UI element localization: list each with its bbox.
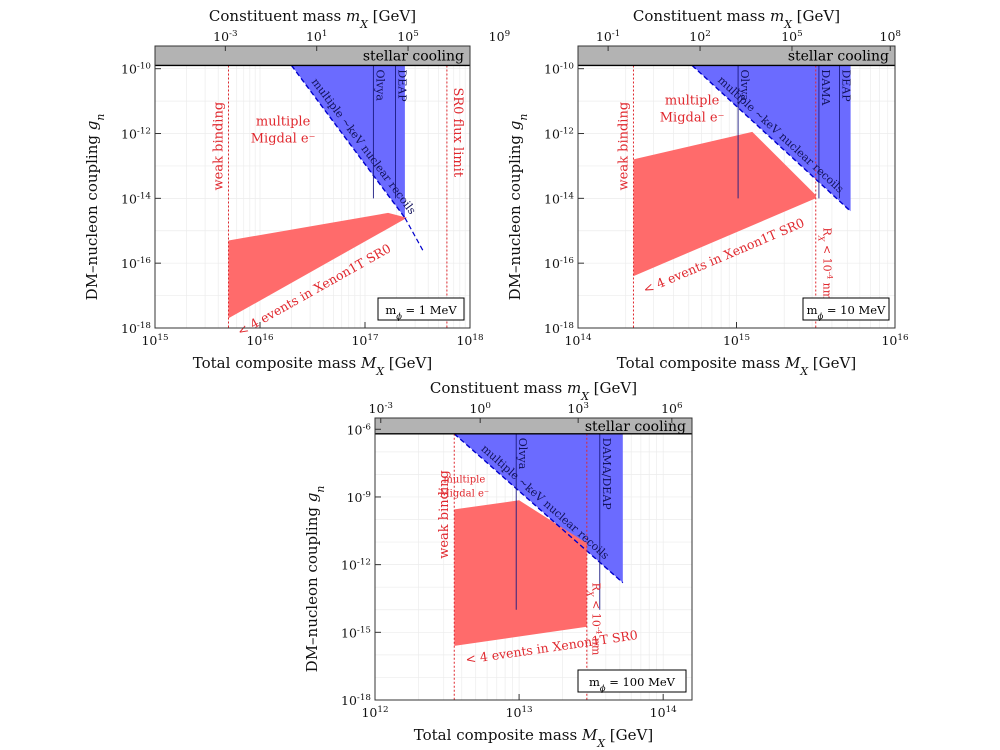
y-axis-title: DM–nucleon coupling gn: [506, 114, 530, 301]
x-tick-label: 1012: [361, 705, 388, 720]
y-tick-label: 10-12: [121, 127, 151, 142]
x-axis-title: Total composite mass MX [GeV]: [617, 354, 856, 378]
stellar-cooling-band: [155, 46, 470, 66]
weak-binding-label: weak binding: [437, 470, 452, 559]
xenon1t-excluded-region: [228, 212, 407, 319]
y-tick-label: 10-16: [121, 256, 151, 271]
top-tick-label: 10-1: [596, 29, 620, 44]
x-tick-label: 1016: [246, 333, 273, 348]
experiment-label: DEAP: [840, 69, 853, 102]
xenon1t-excluded-region: [454, 500, 587, 646]
migdal-label: multiple: [665, 93, 720, 108]
y-tick-label: 10-18: [544, 321, 574, 336]
plot-frame: [154, 45, 471, 329]
x-tick-label: 1014: [650, 705, 677, 720]
mphi-label: mϕ = 100 MeV: [589, 675, 676, 693]
y-axis-title: DM–nucleon coupling gn: [303, 486, 327, 673]
x-tick-label: 1017: [351, 333, 378, 348]
stellar-cooling-band: [578, 46, 895, 66]
radius-label: RX < 10-4 nm: [586, 583, 604, 656]
migdal-label: Migdal e⁻: [439, 488, 489, 499]
y-tick-label: 10-15: [341, 625, 371, 640]
plot-frame: [374, 417, 693, 701]
x-tick-label: 1015: [723, 333, 750, 348]
flux-limit-label: SR0 flux limit: [450, 87, 465, 177]
mphi-box: [577, 669, 687, 693]
top-tick-label: 10-3: [369, 401, 393, 416]
x-axis-title: Total composite mass MX [GeV]: [414, 726, 653, 750]
top-tick-label: 100: [469, 401, 490, 416]
mphi-label: mϕ = 1 MeV: [385, 303, 457, 321]
y-tick-label: 10-14: [121, 191, 151, 206]
y-tick-label: 10-10: [544, 62, 574, 77]
y-tick-label: 10-16: [544, 256, 574, 271]
top-axis-title: Constituent mass mX [GeV]: [430, 379, 637, 403]
y-tick-label: 10-12: [341, 558, 371, 573]
nuclear-recoil-excluded-region: [291, 65, 405, 218]
x-tick-label: 1014: [564, 333, 591, 348]
top-tick-label: 105: [781, 29, 802, 44]
weak-binding-label: weak binding: [212, 102, 227, 191]
y-tick-label: 10-18: [341, 693, 371, 708]
top-tick-label: 101: [306, 29, 327, 44]
mphi-box: [802, 297, 890, 321]
y-axis-title: DM–nucleon coupling gn: [83, 114, 107, 301]
top-tick-label: 105: [397, 29, 418, 44]
stellar-cooling-label: stellar cooling: [788, 49, 889, 65]
stellar-cooling-label: stellar cooling: [585, 419, 686, 435]
migdal-label: multiple: [443, 474, 485, 485]
x-tick-label: 1018: [456, 333, 483, 348]
migdal-label: Migdal e⁻: [660, 110, 725, 125]
x-tick-label: 1016: [881, 333, 908, 348]
experiment-label: DAMA/DEAP: [600, 438, 613, 510]
experiment-label: DEAP: [395, 69, 408, 102]
top-axis-title: Constituent mass mX [GeV]: [209, 7, 416, 31]
migdal-label: multiple: [256, 114, 311, 129]
migdal-label: Migdal e⁻: [251, 131, 316, 146]
mphi-label: mϕ = 10 MeV: [807, 303, 886, 321]
top-tick-label: 106: [661, 401, 683, 416]
experiment-label: Olvya: [516, 438, 529, 470]
grid: [155, 65, 470, 329]
experiment-label: Olvya: [738, 69, 751, 101]
nuclear-recoil-boundary: [691, 64, 852, 212]
experiment-label: Olvya: [373, 69, 386, 101]
y-tick-label: 10-10: [121, 62, 151, 77]
top-axis-title: Constituent mass mX [GeV]: [633, 7, 840, 31]
top-tick-label: 109: [489, 29, 510, 44]
xenon1t-excluded-region: [633, 131, 816, 277]
top-tick-label: 108: [880, 29, 901, 44]
top-tick-label: 10-3: [213, 29, 237, 44]
mphi-box: [377, 297, 465, 321]
x-tick-label: 1015: [141, 333, 168, 348]
nuclear-recoil-boundary: [453, 433, 624, 584]
top-tick-label: 103: [567, 401, 588, 416]
nuclear-recoil-boundary-extension: [404, 217, 424, 251]
y-tick-label: 10-9: [347, 490, 371, 505]
x-tick-label: 1013: [506, 705, 533, 720]
experiment-label: DAMA: [819, 69, 832, 106]
weak-binding-label: weak binding: [616, 102, 631, 191]
y-tick-label: 10-12: [544, 127, 574, 142]
radius-label: RX < 10-4 nm: [817, 228, 835, 301]
top-tick-label: 102: [689, 29, 710, 44]
y-tick-label: 10-14: [544, 191, 574, 206]
x-axis-title: Total composite mass MX [GeV]: [193, 354, 432, 378]
y-tick-label: 10-18: [121, 321, 151, 336]
stellar-cooling-band: [375, 418, 692, 434]
stellar-cooling-label: stellar cooling: [363, 49, 464, 65]
y-tick-label: 10-6: [347, 422, 372, 437]
